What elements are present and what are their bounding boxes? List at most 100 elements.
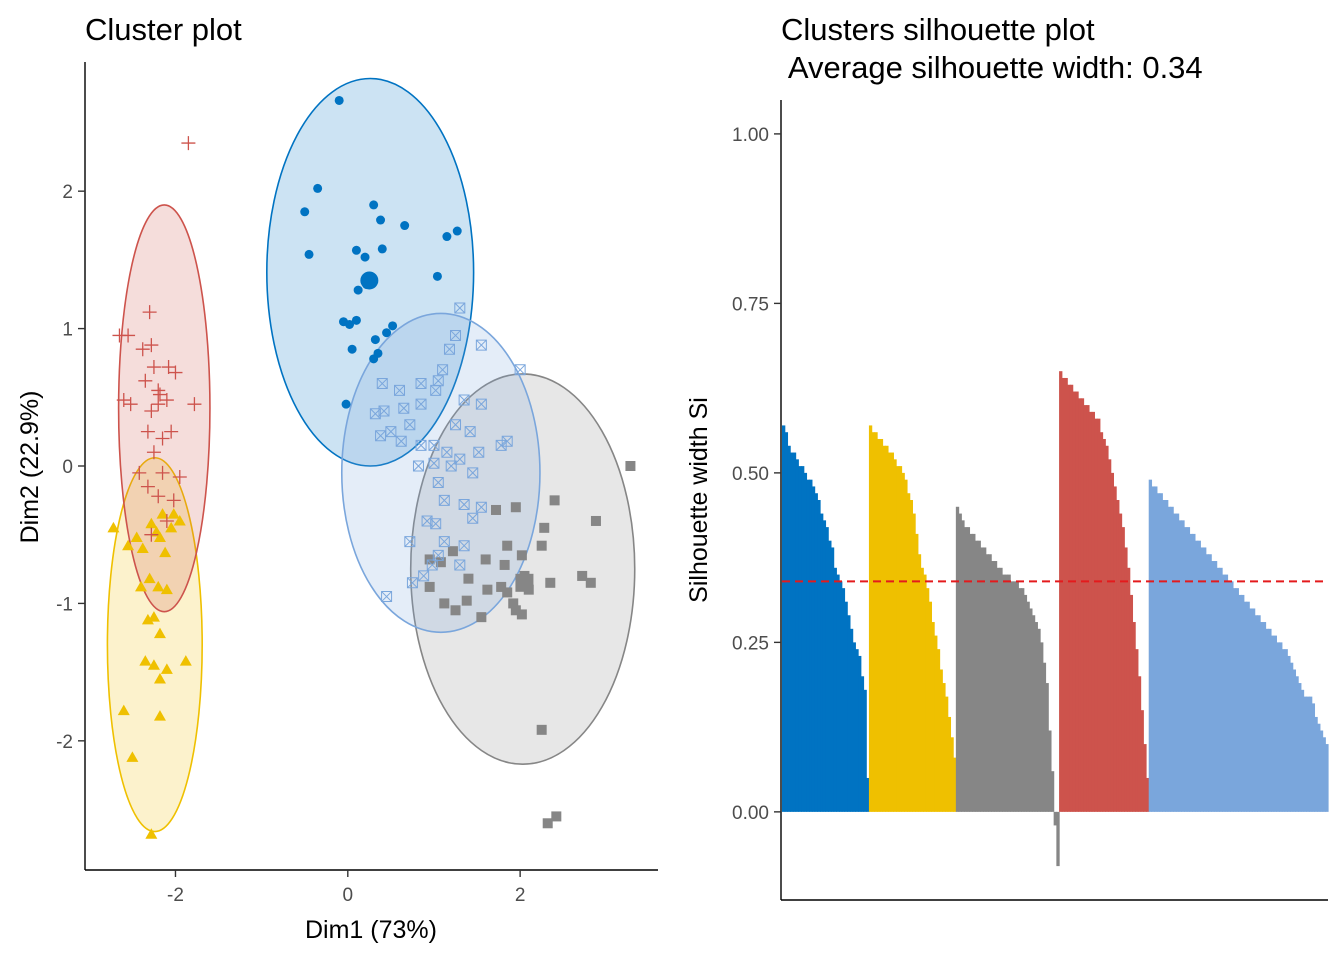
silhouette-plot-subtitle: Average silhouette width: 0.34 <box>781 50 1203 85</box>
silhouette-bar-cluster-5 <box>1241 594 1245 812</box>
x-tick-label: -2 <box>167 885 184 906</box>
cluster-3-point <box>585 577 596 588</box>
cluster-5-point <box>438 536 450 548</box>
cluster-5-point <box>395 435 407 447</box>
cluster-2-point <box>136 542 149 553</box>
cluster-3-point <box>480 554 491 565</box>
cluster-3-point <box>510 605 521 616</box>
silhouette-bar-cluster-5 <box>1148 479 1153 812</box>
cluster-2-point <box>153 672 166 684</box>
silhouette-bar-cluster-5 <box>1300 689 1305 812</box>
cluster-2-point <box>153 627 166 639</box>
cluster-3-point <box>510 502 521 513</box>
silhouette-bar-cluster-5 <box>1156 493 1161 812</box>
silhouette-bar-cluster-5 <box>1205 554 1210 812</box>
silhouette-bar-cluster-3 <box>977 540 981 812</box>
silhouette-bar-cluster-1 <box>849 628 854 812</box>
silhouette-bar-cluster-4 <box>1097 418 1101 812</box>
silhouette-bar-cluster-4 <box>1137 676 1142 812</box>
cluster-plot-y-label: Dim2 (22.9%) <box>16 391 44 544</box>
silhouette-bar-cluster-3 <box>999 567 1003 812</box>
silhouette-bar-cluster-2 <box>871 432 875 812</box>
silhouette-bar-cluster-4 <box>1116 500 1120 812</box>
silhouette-bar-cluster-3 <box>980 547 984 812</box>
silhouette-bar-cluster-5 <box>1319 730 1324 812</box>
silhouette-bar-cluster-5 <box>1200 547 1204 812</box>
cluster-2-point <box>141 613 154 625</box>
cluster-1-point <box>400 221 410 231</box>
cluster-1-point <box>360 252 370 262</box>
silhouette-bar-cluster-3 <box>1040 642 1044 812</box>
silhouette-bar-cluster-2 <box>925 588 930 812</box>
cluster-4-point <box>151 489 166 504</box>
cluster-5-point <box>376 378 388 390</box>
silhouette-bar-cluster-3 <box>958 513 962 812</box>
silhouette-bar-cluster-4 <box>1080 398 1085 812</box>
silhouette-bar-cluster-5 <box>1197 540 1201 812</box>
silhouette-bar-cluster-4 <box>1072 391 1076 812</box>
silhouette-bar-cluster-3 <box>1021 588 1025 812</box>
silhouette-bar-cluster-2 <box>953 757 957 812</box>
silhouette-bar-cluster-1 <box>844 601 848 812</box>
cluster-4-point <box>140 424 155 439</box>
cluster-5-point <box>412 460 424 472</box>
cluster-4-point <box>123 397 138 412</box>
silhouette-bar-cluster-5 <box>1317 723 1321 812</box>
cluster-plot-title: Cluster plot <box>85 12 242 47</box>
cluster-3-point <box>482 584 493 595</box>
silhouette-bar-cluster-5 <box>1192 533 1196 812</box>
cluster-3-point <box>447 546 458 557</box>
silhouette-bar-cluster-4 <box>1069 384 1074 812</box>
silhouette-bar-cluster-5 <box>1230 581 1234 812</box>
cluster-5-point <box>473 446 485 458</box>
silhouette-bar-cluster-5 <box>1208 554 1212 812</box>
cluster-5-point <box>450 329 462 341</box>
cluster-3-point <box>539 522 550 533</box>
silhouette-bar-cluster-5 <box>1303 696 1307 812</box>
cluster-1-point <box>388 321 398 331</box>
silhouette-bar-cluster-3 <box>955 506 960 812</box>
silhouette-bar-cluster-1 <box>806 479 810 812</box>
silhouette-bar-cluster-3 <box>1029 608 1033 812</box>
silhouette-bar-cluster-1 <box>801 466 805 812</box>
cluster-4-point <box>140 479 155 494</box>
cluster-5-point <box>450 419 462 431</box>
x-tick-label: 2 <box>515 885 526 906</box>
cluster-1-point <box>300 207 310 217</box>
silhouette-bar-cluster-5 <box>1170 506 1174 812</box>
silhouette-bar-cluster-2 <box>887 452 892 812</box>
silhouette-bar-cluster-2 <box>890 452 894 812</box>
silhouette-bar-cluster-2 <box>885 445 889 812</box>
silhouette-bar-cluster-3 <box>1018 588 1022 812</box>
silhouette-bar-cluster-5 <box>1175 513 1180 812</box>
silhouette-bar-cluster-1 <box>828 540 832 812</box>
silhouette-bar-cluster-5 <box>1186 527 1191 812</box>
cluster-5-point <box>475 501 487 513</box>
cluster-5-point <box>428 457 440 469</box>
cluster-4-point <box>168 365 183 380</box>
silhouette-bar-cluster-5 <box>1270 635 1275 812</box>
cluster-5-point <box>458 540 470 552</box>
silhouette-bar-cluster-5 <box>1173 513 1177 812</box>
cluster-2-point <box>153 710 166 721</box>
cluster-2-point <box>159 546 172 558</box>
silhouette-bar-cluster-3 <box>993 561 998 812</box>
cluster-2-point <box>145 517 158 529</box>
silhouette-bar-cluster-2 <box>882 445 886 812</box>
cluster-5-point <box>418 570 430 582</box>
silhouette-bar-cluster-2 <box>906 493 911 812</box>
silhouette-bar-cluster-5 <box>1159 493 1163 812</box>
silhouette-bar-cluster-4 <box>1118 513 1123 812</box>
y-tick-label: 2 <box>62 182 73 203</box>
cluster-plot-x-label: Dim1 (73%) <box>305 916 437 944</box>
silhouette-bar-cluster-4 <box>1107 459 1112 812</box>
cluster-3-point <box>476 612 487 623</box>
silhouette-bar-cluster-4 <box>1132 622 1136 812</box>
silhouette-bar-cluster-5 <box>1276 642 1280 812</box>
silhouette-bar-cluster-1 <box>830 547 835 812</box>
silhouette-bar-cluster-3 <box>1034 622 1038 812</box>
silhouette-bar-cluster-2 <box>874 432 878 812</box>
cluster-1-point <box>442 232 452 242</box>
silhouette-bar-cluster-1 <box>798 466 802 812</box>
